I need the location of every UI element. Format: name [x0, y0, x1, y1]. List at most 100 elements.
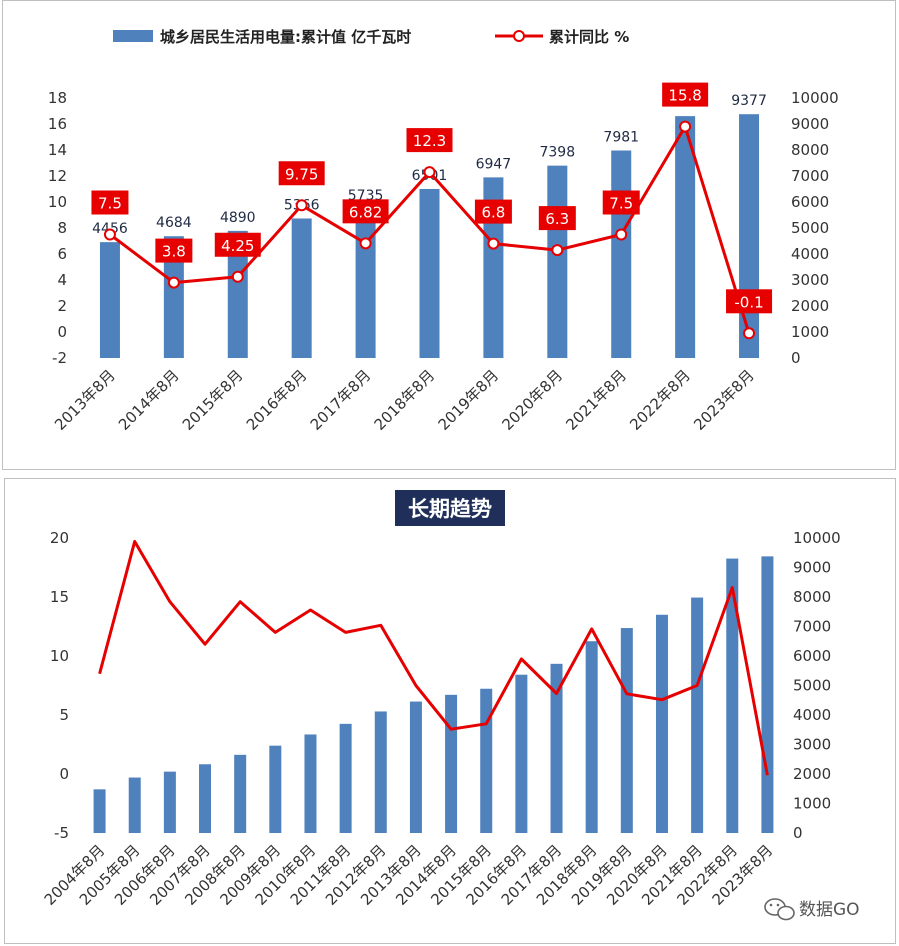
right-axis-tick: 10000: [793, 529, 841, 547]
bar: [339, 723, 352, 833]
line-label-box: [602, 190, 640, 215]
left-axis-tick: 0: [57, 323, 67, 341]
line-point: [551, 244, 564, 257]
bar: [726, 558, 739, 833]
right-axis-tick: 5000: [791, 219, 829, 237]
left-axis-tick: 20: [50, 529, 69, 547]
left-axis-tick: 2: [57, 297, 67, 315]
bar: [227, 230, 248, 358]
wechat-icon: [764, 898, 795, 921]
bar: [93, 789, 106, 833]
left-axis-tick: 12: [48, 167, 67, 185]
line-data-label: 6.3: [545, 210, 569, 228]
right-axis-tick: 0: [793, 824, 803, 842]
right-axis-tick: 1000: [791, 323, 829, 341]
category-label: 2021年8月: [562, 366, 630, 434]
bar: [291, 218, 312, 358]
bar-data-label: 4684: [156, 215, 192, 231]
line-point: [231, 270, 244, 283]
legend-line-marker: [513, 30, 525, 42]
bar: [739, 114, 760, 358]
bar-data-label: 4890: [220, 210, 256, 226]
right-axis-tick: 2000: [793, 765, 831, 783]
bar: [409, 701, 422, 833]
bar: [269, 745, 282, 833]
legend-bar-swatch: [113, 30, 153, 42]
line-point: [615, 228, 628, 241]
right-axis-tick: 0: [791, 349, 801, 367]
bar: [128, 777, 141, 833]
category-label: 2023年8月: [690, 366, 758, 434]
bar: [655, 614, 668, 833]
line-label-box: [155, 238, 193, 263]
line-label-box: [474, 199, 512, 224]
bar: [234, 754, 247, 833]
left-axis-tick: 16: [48, 115, 67, 133]
bar: [163, 771, 176, 833]
bar: [99, 242, 120, 358]
bar-data-label: 7981: [603, 129, 639, 145]
legend: 城乡居民生活用电量:累计值 亿千瓦时 累计同比 %: [113, 28, 629, 46]
bar: [611, 150, 632, 358]
watermark-text: 数据GO: [799, 900, 860, 920]
left-axis-tick: 10: [50, 647, 69, 665]
bar: [199, 764, 212, 833]
line-label-box: [91, 190, 129, 215]
bar: [675, 116, 696, 358]
right-axis-tick: 6000: [791, 193, 829, 211]
bar: [374, 711, 387, 833]
category-label: 2022年8月: [626, 366, 694, 434]
left-axis-tick: 4: [57, 271, 67, 289]
line-data-label: -0.1: [734, 293, 763, 311]
right-axis-tick: 9000: [793, 559, 831, 577]
bar-data-label: 9377: [731, 93, 767, 109]
left-axis-tick: 0: [59, 765, 69, 783]
bar: [355, 208, 376, 358]
category-label: 2014年8月: [115, 366, 183, 434]
series-line: [98, 540, 769, 776]
chart-top: 城乡居民生活用电量:累计值 亿千瓦时 累计同比 % 18 16 14 12 10 8 6 4 2…: [48, 28, 839, 434]
bar-data-label: 6947: [476, 156, 512, 172]
right-axis-tick: 10000: [791, 89, 839, 107]
right-axis-tick: 1000: [793, 795, 831, 813]
right-axis-tick: 3000: [793, 736, 831, 754]
right-axis-tick: 6000: [793, 647, 831, 665]
bar: [761, 556, 774, 833]
left-axis-tick: 10: [48, 193, 67, 211]
left-axis-tick: 18: [48, 89, 67, 107]
category-label: 2020年8月: [498, 366, 566, 434]
line-data-label: 7.5: [98, 195, 122, 213]
bar: [547, 165, 568, 358]
right-axis-tick: 2000: [791, 297, 829, 315]
line-point: [679, 120, 692, 133]
left-axis-tick: -5: [54, 824, 69, 842]
category-label: 2017年8月: [307, 366, 375, 434]
line-data-label: 7.5: [609, 195, 633, 213]
chart-title-box: [395, 490, 505, 526]
line-point: [359, 237, 372, 250]
right-axis-tick: 8000: [791, 141, 829, 159]
bar: [691, 597, 704, 833]
bar: [163, 236, 184, 358]
bar: [304, 734, 317, 833]
bar: [515, 674, 528, 833]
legend-line-label: 累计同比 %: [549, 28, 629, 46]
bar: [620, 628, 633, 833]
line-point: [103, 228, 116, 241]
line-label-box: [278, 161, 325, 186]
line-data-label: 9.75: [285, 165, 318, 183]
bar: [480, 688, 493, 833]
category-label: 2016年8月: [243, 366, 311, 434]
chart-panel-top: 城乡居民生活用电量:累计值 亿千瓦时 累计同比 % 18 16 14 12 10 8 6 4 2…: [2, 0, 896, 470]
category-label: 2018年8月: [371, 366, 439, 434]
line-data-label: 12.3: [413, 132, 446, 150]
line-data-label: 6.8: [481, 204, 505, 222]
left-axis-tick: 6: [57, 245, 67, 263]
line-point: [423, 166, 436, 179]
right-axis-tick: 8000: [793, 588, 831, 606]
chart-panel-bottom: 长期趋势 20 15 10 5 0 -5 10000 9000 8000 7000 6000 500…: [4, 478, 896, 944]
left-axis-tick: 5: [59, 706, 69, 724]
left-axis-tick: 15: [50, 588, 69, 606]
left-axis-tick: -2: [52, 349, 67, 367]
